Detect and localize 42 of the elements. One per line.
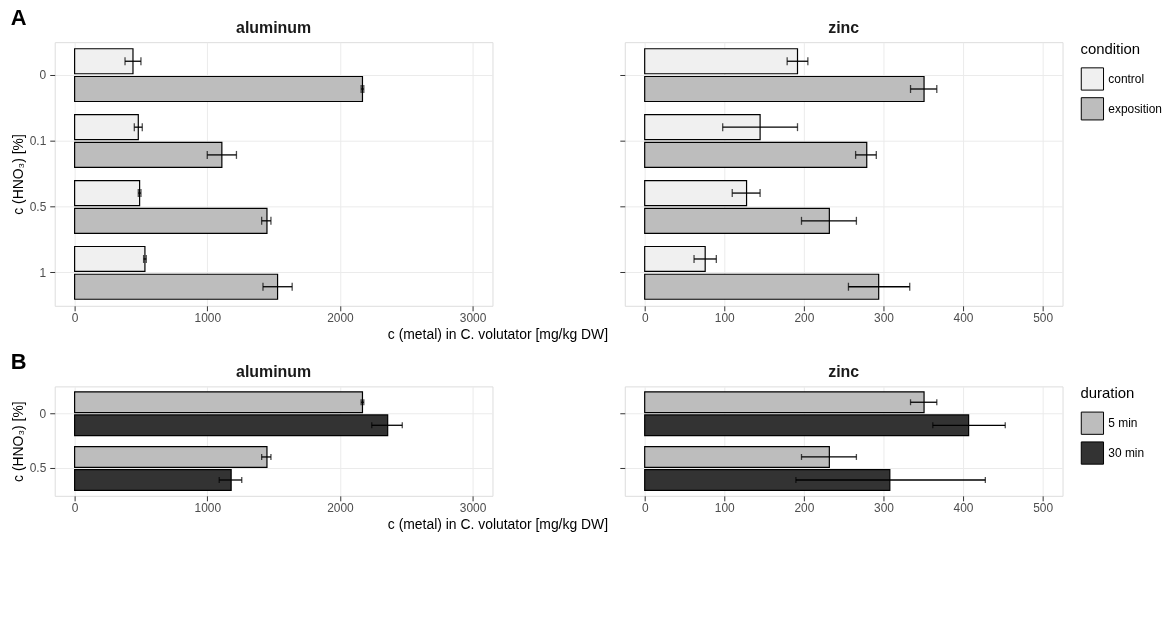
x-tick-label: 3000 <box>459 501 487 516</box>
x-tick-label: 2000 <box>327 501 355 516</box>
chart-title: aluminum <box>236 363 312 381</box>
text: A <box>10 4 27 30</box>
legend-label: 30 min <box>1108 446 1145 461</box>
y-tick-label: 0.5 <box>29 461 47 476</box>
y-axis-title: c (HNO₃) [%] <box>9 134 26 215</box>
x-tick-label: 300 <box>874 311 895 326</box>
text: 5 min <box>1108 416 1138 431</box>
y-tick-label: 0 <box>39 406 47 421</box>
chart-title: zinc <box>828 363 860 381</box>
x-tick-label: 0 <box>71 311 79 326</box>
x-tick-label: 0 <box>71 501 79 516</box>
x-tick-label: 2000 <box>327 311 355 326</box>
x-tick-label: 400 <box>953 311 974 326</box>
x-tick-label: 1000 <box>194 311 222 326</box>
chart-title: zinc <box>828 19 860 37</box>
x-tick-label: 400 <box>953 501 974 516</box>
y-tick-label: 0 <box>39 68 47 83</box>
legend-label: control <box>1108 71 1145 86</box>
y-tick-label: 0.1 <box>29 134 47 149</box>
text: B <box>10 348 27 374</box>
y-tick-label: 1 <box>39 265 47 280</box>
x-tick-label: 300 <box>874 501 895 516</box>
x-axis-title: c (metal) in C. volutator [mg/kg DW] <box>387 516 609 533</box>
legend-label: exposition <box>1108 101 1162 116</box>
x-tick-label: 500 <box>1033 311 1054 326</box>
y-tick-label: 0.5 <box>29 199 47 214</box>
x-tick-label: 100 <box>714 501 736 516</box>
x-tick-label: 500 <box>1033 501 1054 516</box>
x-tick-label: 0 <box>641 501 649 516</box>
x-tick-label: 1000 <box>194 501 222 516</box>
x-axis-title: c (metal) in C. volutator [mg/kg DW] <box>387 326 609 343</box>
y-axis-title: c (HNO₃) [%] <box>9 401 26 482</box>
x-tick-label: 100 <box>714 311 736 326</box>
x-tick-label: 0 <box>641 311 649 326</box>
x-tick-label: 3000 <box>459 311 487 326</box>
x-tick-label: 200 <box>794 311 815 326</box>
legend-title: duration <box>1080 384 1135 402</box>
chart-title: aluminum <box>236 19 312 37</box>
legend-title: condition <box>1080 40 1141 58</box>
x-tick-label: 200 <box>794 501 815 516</box>
